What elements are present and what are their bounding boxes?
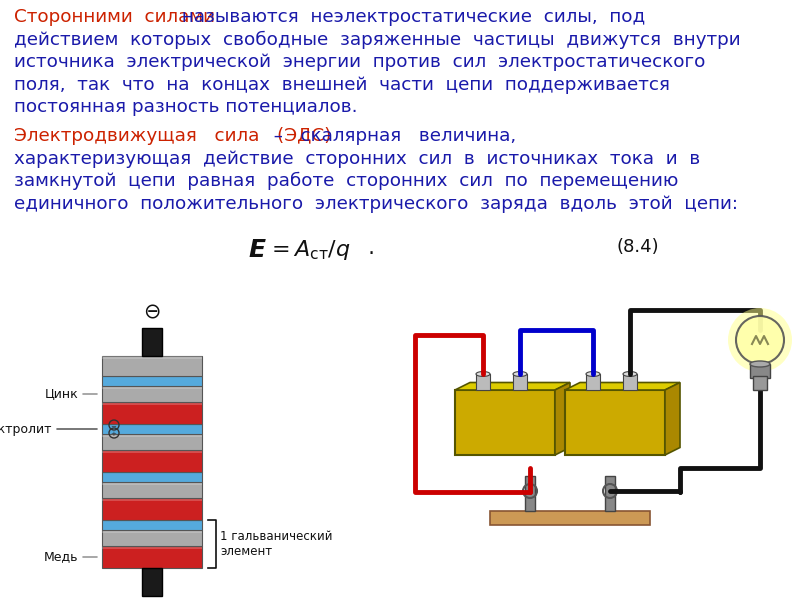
Bar xyxy=(102,386,202,402)
Bar xyxy=(102,356,202,376)
Bar xyxy=(102,434,202,450)
Bar xyxy=(102,482,202,485)
Ellipse shape xyxy=(750,361,770,367)
Bar xyxy=(102,450,202,453)
Bar xyxy=(142,568,162,596)
Bar xyxy=(750,364,770,378)
Ellipse shape xyxy=(586,371,600,376)
Text: называются  неэлектростатические  силы,  под: называются неэлектростатические силы, по… xyxy=(176,8,646,26)
Bar xyxy=(490,511,650,525)
Ellipse shape xyxy=(513,371,527,376)
Polygon shape xyxy=(565,383,680,390)
Text: .: . xyxy=(355,238,375,258)
Text: $-$: $-$ xyxy=(110,422,118,428)
Bar xyxy=(102,402,202,405)
Polygon shape xyxy=(555,383,570,455)
Bar xyxy=(102,356,202,359)
Bar xyxy=(513,374,527,390)
Text: $= A_{\rm{ст}}/q$: $= A_{\rm{ст}}/q$ xyxy=(267,238,350,262)
Bar xyxy=(102,424,202,434)
Text: постоянная разность потенциалов.: постоянная разность потенциалов. xyxy=(14,98,358,116)
Text: источника  электрической  энергии  против  сил  электростатического: источника электрической энергии против с… xyxy=(14,53,706,71)
FancyBboxPatch shape xyxy=(455,390,555,455)
Text: замкнутой  цепи  равная  работе  сторонних  сил  по  перемещению: замкнутой цепи равная работе сторонних с… xyxy=(14,172,678,191)
Ellipse shape xyxy=(476,371,490,376)
Bar xyxy=(102,546,202,568)
Bar xyxy=(102,498,202,501)
Text: Сторонними  силами: Сторонними силами xyxy=(14,8,215,26)
Bar xyxy=(102,498,202,520)
Bar xyxy=(102,546,202,549)
Text: Медь: Медь xyxy=(43,551,78,563)
Bar xyxy=(753,376,767,390)
Ellipse shape xyxy=(623,371,637,376)
Circle shape xyxy=(728,308,792,372)
Text: 1 гальванический
элемент: 1 гальванический элемент xyxy=(220,530,333,558)
Bar xyxy=(102,520,202,530)
Bar xyxy=(102,450,202,472)
Text: $+$: $+$ xyxy=(110,428,118,437)
Bar xyxy=(476,374,490,390)
Text: $\boldsymbol{E}$: $\boldsymbol{E}$ xyxy=(248,238,266,262)
Polygon shape xyxy=(455,383,570,390)
Bar xyxy=(586,374,600,390)
Bar xyxy=(623,374,637,390)
Polygon shape xyxy=(665,383,680,455)
Bar xyxy=(102,530,202,533)
Bar xyxy=(102,386,202,389)
Text: единичного  положительного  электрического  заряда  вдоль  этой  цепи:: единичного положительного электрического… xyxy=(14,195,738,213)
Bar xyxy=(525,476,535,511)
Text: (8.4): (8.4) xyxy=(617,238,660,256)
Text: Электролит: Электролит xyxy=(0,422,52,436)
Circle shape xyxy=(736,316,784,364)
Text: характеризующая  действие  сторонних  сил  в  источниках  тока  и  в: характеризующая действие сторонних сил в… xyxy=(14,150,700,168)
Text: Электродвижущая   сила   (ЭДС): Электродвижущая сила (ЭДС) xyxy=(14,127,331,145)
Bar xyxy=(605,476,615,511)
Text: действием  которых  свободные  заряженные  частицы  движутся  внутри: действием которых свободные заряженные ч… xyxy=(14,31,741,49)
Bar xyxy=(102,402,202,424)
Text: Цинк: Цинк xyxy=(44,388,78,401)
Bar xyxy=(102,530,202,546)
Text: $\ominus$: $\ominus$ xyxy=(143,302,161,322)
Text: поля,  так  что  на  концах  внешней  части  цепи  поддерживается: поля, так что на концах внешней части це… xyxy=(14,76,670,94)
Bar xyxy=(102,434,202,437)
Bar xyxy=(102,472,202,482)
Bar xyxy=(142,328,162,356)
FancyBboxPatch shape xyxy=(565,390,665,455)
Bar xyxy=(102,376,202,386)
Bar xyxy=(102,482,202,498)
Text: –   скалярная   величина,: – скалярная величина, xyxy=(262,127,516,145)
